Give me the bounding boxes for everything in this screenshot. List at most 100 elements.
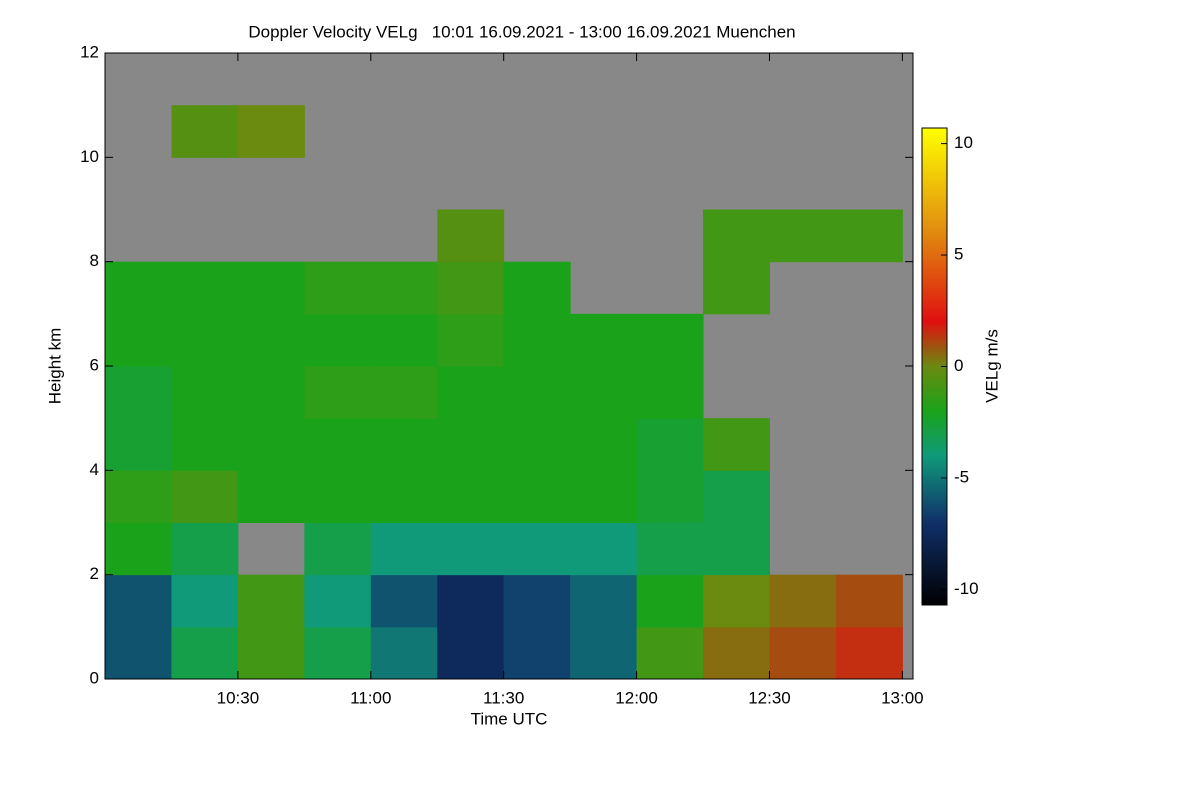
heatmap-cell xyxy=(703,574,770,628)
heatmap-cell xyxy=(370,522,438,576)
heatmap-cell xyxy=(437,418,505,471)
heatmap-cell xyxy=(437,470,505,523)
heatmap-cell xyxy=(570,626,638,680)
heatmap-cell xyxy=(370,470,438,523)
heatmap-cell xyxy=(503,626,571,680)
y-tick-label: 0 xyxy=(90,668,99,687)
heatmap-cell xyxy=(304,418,372,471)
heatmap-cell xyxy=(835,626,903,680)
heatmap-cell xyxy=(769,574,837,628)
heatmap-cell xyxy=(437,313,505,367)
heatmap-cell xyxy=(105,626,172,680)
heatmap-cell xyxy=(503,366,571,419)
x-axis-label: Time UTC xyxy=(471,709,548,728)
heatmap-cell xyxy=(171,261,239,315)
y-axis-label: Height km xyxy=(45,328,64,405)
colorbar-tick-label: 5 xyxy=(954,245,963,264)
heatmap-cell xyxy=(703,418,770,471)
heatmap-cell xyxy=(105,522,172,576)
heatmap-cell xyxy=(570,470,638,523)
heatmap-cell xyxy=(304,522,372,576)
colorbar-tick-label: -5 xyxy=(954,467,969,486)
heatmap-cell xyxy=(503,313,571,367)
colorbar-tick-label: -10 xyxy=(954,579,979,598)
x-tick-label: 13:00 xyxy=(881,688,924,707)
y-tick-label: 12 xyxy=(80,42,99,61)
heatmap-cell xyxy=(570,574,638,628)
heatmap-cell xyxy=(503,261,571,315)
y-tick-label: 10 xyxy=(80,147,99,166)
heatmap-cell xyxy=(304,574,372,628)
heatmap-cell xyxy=(304,366,372,419)
heatmap-cell xyxy=(437,261,505,315)
x-tick-label: 11:00 xyxy=(350,688,391,707)
heatmap-cell xyxy=(503,574,571,628)
y-tick-label: 6 xyxy=(90,355,99,374)
heatmap-cell xyxy=(570,522,638,576)
heatmap-cell xyxy=(636,366,704,419)
heatmap-cell xyxy=(570,366,638,419)
heatmap-cell xyxy=(171,470,239,523)
colorbar-tick-label: 10 xyxy=(954,133,973,152)
heatmap-cell xyxy=(835,209,903,263)
heatmap-cell xyxy=(105,261,172,315)
heatmap-cell xyxy=(304,626,372,680)
heatmap-cell xyxy=(237,418,305,471)
heatmap-cell xyxy=(636,626,704,680)
y-tick-label: 8 xyxy=(90,251,99,270)
heatmap-cell xyxy=(237,574,305,628)
heatmap-cell xyxy=(237,366,305,419)
y-tick-label: 2 xyxy=(90,564,99,583)
heatmap-cell xyxy=(105,366,172,419)
heatmap-cell xyxy=(171,626,239,680)
colorbar-tick-label: 0 xyxy=(954,356,963,375)
heatmap-cell xyxy=(304,470,372,523)
heatmap-cell xyxy=(105,574,172,628)
x-tick-label: 11:30 xyxy=(483,688,524,707)
x-tick-label: 12:00 xyxy=(615,688,658,707)
heatmap-cell xyxy=(835,574,903,628)
heatmap-cell xyxy=(105,313,172,367)
heatmap-cell xyxy=(370,366,438,419)
heatmap-cell xyxy=(703,522,770,576)
heatmap-cell xyxy=(636,313,704,367)
heatmap-cell xyxy=(237,261,305,315)
heatmap-cell xyxy=(437,209,505,263)
heatmap-cell xyxy=(636,574,704,628)
heatmap-cell xyxy=(703,261,770,315)
heatmap-cell xyxy=(237,626,305,680)
heatmap-cell xyxy=(703,209,770,263)
heatmap-cell xyxy=(237,313,305,367)
heatmap-cell xyxy=(171,418,239,471)
heatmap-cell xyxy=(171,522,239,576)
heatmap-cell xyxy=(703,626,770,680)
heatmap-cell xyxy=(237,470,305,523)
heatmap-cell xyxy=(570,418,638,471)
heatmap-cell xyxy=(503,522,571,576)
colorbar-label: VELg m/s xyxy=(982,329,1001,403)
y-tick-label: 4 xyxy=(90,460,99,479)
heatmap-cell xyxy=(437,366,505,419)
chart-title: Doppler Velocity VELg 10:01 16.09.2021 -… xyxy=(248,22,795,41)
x-tick-label: 10:30 xyxy=(217,688,260,707)
heatmap-cell xyxy=(304,313,372,367)
heatmap-cell xyxy=(437,574,505,628)
heatmap-cell xyxy=(370,313,438,367)
x-tick-label: 12:30 xyxy=(748,688,791,707)
heatmap-cell xyxy=(370,261,438,315)
heatmap-cell xyxy=(370,418,438,471)
heatmap-cell xyxy=(636,418,704,471)
heatmap-cell xyxy=(636,470,704,523)
heatmap-cell xyxy=(570,313,638,367)
heatmap-cell xyxy=(636,522,704,576)
heatmap-cell xyxy=(171,574,239,628)
heatmap-cell xyxy=(171,366,239,419)
heatmap-cell xyxy=(105,470,172,523)
heatmap-cell xyxy=(370,574,438,628)
heatmap-cell xyxy=(437,626,505,680)
heatmap-cell xyxy=(437,522,505,576)
heatmap-cell xyxy=(304,261,372,315)
heatmap-cell xyxy=(503,470,571,523)
heatmap-cell xyxy=(105,418,172,471)
